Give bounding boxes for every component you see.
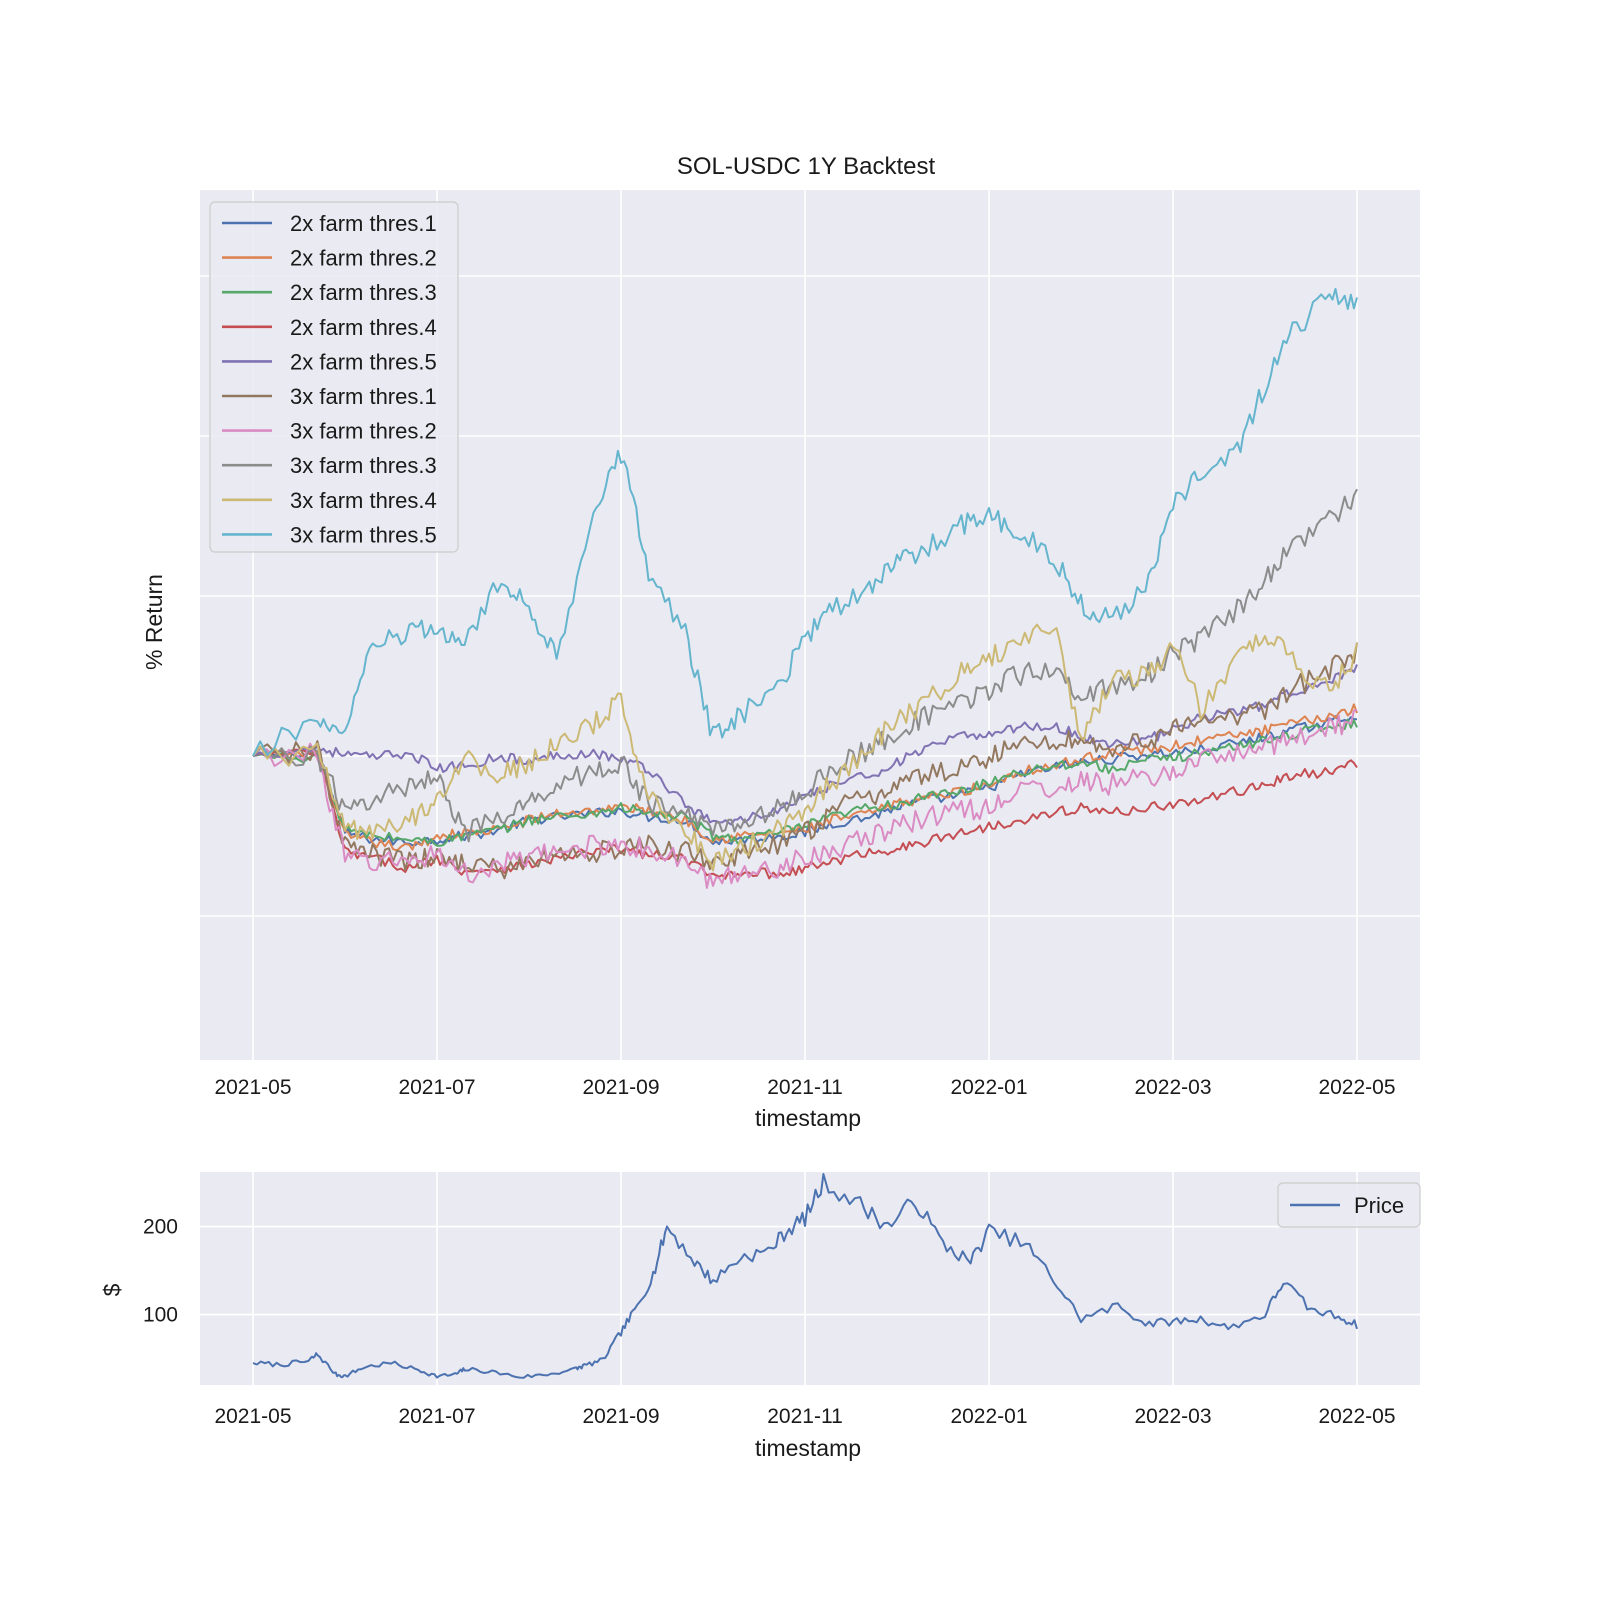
legend-label: 2x farm thres.1 xyxy=(290,211,437,236)
series-line-4 xyxy=(252,748,1358,880)
series-line-9 xyxy=(252,623,1358,872)
y-axis-label: $ xyxy=(99,1283,125,1296)
legend-label: 2x farm thres.5 xyxy=(290,349,437,374)
x-tick-label: 2021-05 xyxy=(214,1405,291,1428)
legend-label: 3x farm thres.1 xyxy=(290,384,437,409)
y-tick-label: 200 xyxy=(143,1216,178,1239)
legend-items: Price xyxy=(1290,1193,1404,1218)
legend-items: 2x farm thres.1 2x farm thres.2 2x farm th… xyxy=(222,211,437,547)
legend-box xyxy=(1277,1182,1421,1228)
y-tick-labels: 100 200 xyxy=(143,1216,178,1327)
x-axis-label: timestamp xyxy=(755,1435,861,1461)
x-tick-labels: 2021-05 2021-07 2021-09 2021-11 2022-01 2022-… xyxy=(214,1405,1395,1428)
x-tick-label: 2022-01 xyxy=(950,1405,1027,1428)
series-line-3 xyxy=(252,718,1358,847)
x-tick-label: 2022-05 xyxy=(1318,1076,1395,1099)
legend-label: 3x farm thres.5 xyxy=(290,522,437,547)
series-line-10 xyxy=(252,287,1358,757)
x-tick-label: 2021-11 xyxy=(767,1076,843,1099)
price-chart: 2021-05 2021-07 2021-09 2021-11 2022-01 2022-… xyxy=(99,1172,1421,1461)
series-line-8 xyxy=(252,488,1358,843)
x-tick-label: 2022-03 xyxy=(1134,1405,1211,1428)
x-tick-label: 2021-05 xyxy=(214,1076,291,1099)
x-tick-label: 2022-05 xyxy=(1318,1405,1395,1428)
y-axis-label: % Return xyxy=(141,574,167,670)
legend-label: 2x farm thres.3 xyxy=(290,280,437,305)
price-line xyxy=(252,1173,1358,1379)
plot-area xyxy=(200,1172,1420,1385)
x-tick-label: 2021-09 xyxy=(582,1405,659,1428)
y-tick-label: 100 xyxy=(143,1304,178,1327)
series-lines xyxy=(252,1173,1358,1379)
legend-label: 3x farm thres.3 xyxy=(290,453,437,478)
legend-label: Price xyxy=(1354,1193,1404,1218)
legend-label: 3x farm thres.2 xyxy=(290,419,437,444)
legend-label: 3x farm thres.4 xyxy=(290,488,437,513)
chart-title: SOL-USDC 1Y Backtest xyxy=(677,153,936,180)
x-axis-label: timestamp xyxy=(755,1105,861,1131)
legend: 2x farm thres.1 2x farm thres.2 2x farm th… xyxy=(209,201,459,553)
x-tick-label: 2021-07 xyxy=(398,1076,475,1099)
x-tick-label: 2021-11 xyxy=(767,1405,843,1428)
series-line-7 xyxy=(252,708,1358,889)
returns-chart: SOL-USDC 1Y Backtest 2021-05 2021-07 2021-… xyxy=(141,153,1420,1131)
legend-label: 2x farm thres.4 xyxy=(290,315,437,340)
legend: Price xyxy=(1277,1182,1421,1228)
x-tick-label: 2022-01 xyxy=(950,1076,1027,1099)
series-lines xyxy=(252,287,1358,889)
series-line-6 xyxy=(252,642,1358,880)
x-tick-labels: 2021-05 2021-07 2021-09 2021-11 2022-01 2022-… xyxy=(214,1076,1395,1099)
x-tick-label: 2022-03 xyxy=(1134,1076,1211,1099)
x-tick-label: 2021-07 xyxy=(398,1405,475,1428)
x-tick-label: 2021-09 xyxy=(582,1076,659,1099)
legend-label: 2x farm thres.2 xyxy=(290,246,437,271)
grid xyxy=(200,1172,1420,1385)
